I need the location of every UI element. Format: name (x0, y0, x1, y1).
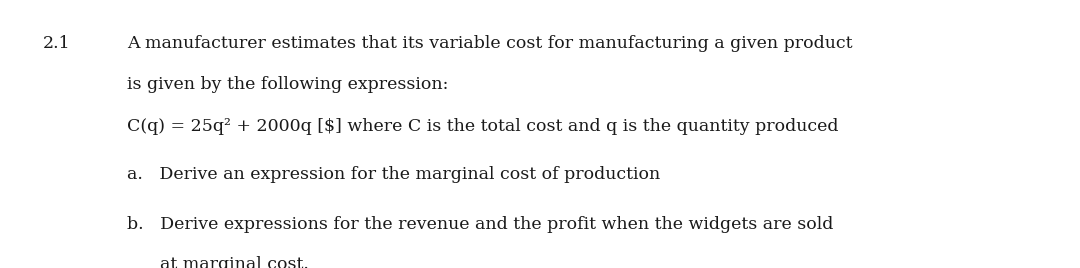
Text: is given by the following expression:: is given by the following expression: (127, 76, 449, 93)
Text: a.   Derive an expression for the marginal cost of production: a. Derive an expression for the marginal… (127, 166, 661, 183)
Text: A manufacturer estimates that its variable cost for manufacturing a given produc: A manufacturer estimates that its variab… (127, 35, 853, 52)
Text: C(q) = 25q² + 2000q [$] where C is the total cost and q is the quantity produced: C(q) = 25q² + 2000q [$] where C is the t… (127, 118, 839, 135)
Text: at marginal cost.: at marginal cost. (127, 256, 309, 268)
Text: b.   Derive expressions for the revenue and the profit when the widgets are sold: b. Derive expressions for the revenue an… (127, 216, 834, 233)
Text: 2.1: 2.1 (43, 35, 71, 52)
